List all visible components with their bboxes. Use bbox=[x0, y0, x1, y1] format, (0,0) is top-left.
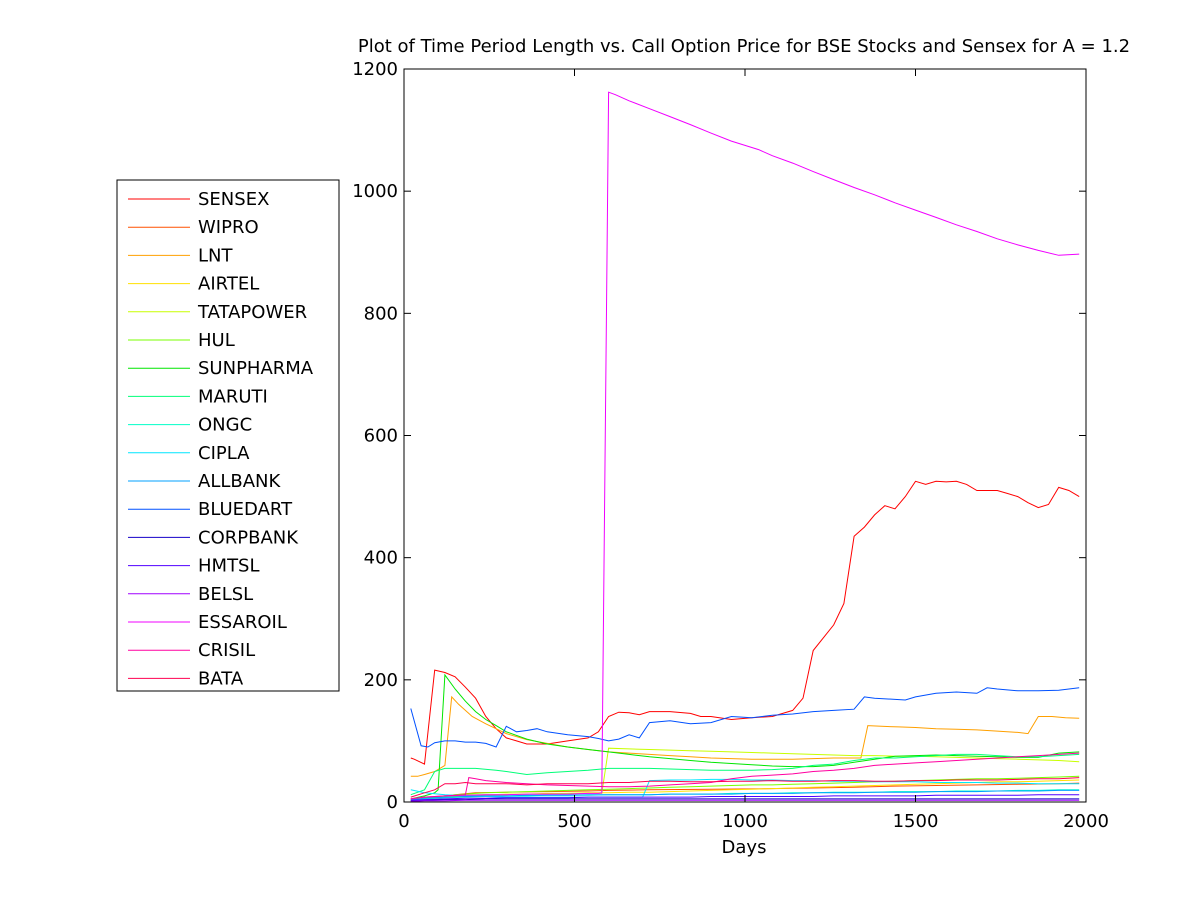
legend-label-essaroil: ESSAROIL bbox=[198, 612, 287, 633]
y-tick-label: 0 bbox=[387, 792, 398, 813]
series-line-hmtsl bbox=[410, 794, 1080, 801]
x-tick-label: 1500 bbox=[893, 811, 939, 832]
series-line-sensex bbox=[410, 480, 1080, 765]
series-line-essaroil bbox=[410, 91, 1080, 800]
series-line-corpbank bbox=[410, 798, 1080, 802]
legend-label-airtel: AIRTEL bbox=[198, 274, 259, 295]
series-line-lnt bbox=[410, 695, 1080, 777]
legend-label-allbank: ALLBANK bbox=[198, 471, 281, 492]
series-line-maruti bbox=[410, 753, 1080, 796]
y-tick-label: 800 bbox=[364, 303, 398, 324]
legend-label-belsl: BELSL bbox=[198, 584, 253, 605]
x-tick-label: 2000 bbox=[1063, 811, 1109, 832]
legend-label-sunpharma: SUNPHARMA bbox=[198, 358, 314, 379]
legend: SENSEX WIPRO LNT AIRTEL TATAPOWER HUL SUNPHARM… bbox=[116, 179, 340, 692]
legend-label-ongc: ONGC bbox=[198, 415, 252, 436]
series-line-crisil bbox=[410, 752, 1080, 800]
x-tick-label: 500 bbox=[557, 811, 591, 832]
y-tick-label: 1200 bbox=[352, 59, 398, 80]
series-line-bata bbox=[410, 777, 1080, 798]
x-tick-label: 0 bbox=[398, 811, 409, 832]
legend-label-hmtsl: HMTSL bbox=[198, 556, 260, 577]
legend-label-bata: BATA bbox=[198, 668, 244, 689]
y-tick-label: 200 bbox=[364, 670, 398, 691]
axis-layer: 0 500 1000 1500 2000 0 200 400 600 800 1000 1200 bbox=[352, 59, 1109, 832]
series-line-bluedart bbox=[410, 687, 1080, 748]
legend-box bbox=[116, 179, 340, 692]
legend-label-sensex: SENSEX bbox=[198, 189, 269, 210]
legend-label-lnt: LNT bbox=[198, 245, 233, 266]
series-line-hul bbox=[410, 775, 1080, 802]
y-tick-label: 1000 bbox=[352, 181, 398, 202]
y-tick-label: 600 bbox=[364, 426, 398, 447]
legend-label-bluedart: BLUEDART bbox=[198, 499, 293, 520]
y-tick-label: 400 bbox=[364, 548, 398, 569]
x-tick-label: 1000 bbox=[722, 811, 768, 832]
legend-label-tatapower: TATAPOWER bbox=[197, 302, 307, 323]
series-line-cipla bbox=[410, 778, 1080, 798]
x-axis-label: Days bbox=[722, 837, 767, 858]
legend-label-crisil: CRISIL bbox=[198, 640, 255, 661]
legend-label-hul: HUL bbox=[198, 330, 235, 351]
legend-label-corpbank: CORPBANK bbox=[198, 527, 299, 548]
series-line-allbank bbox=[410, 789, 1080, 801]
legend-label-cipla: CIPLA bbox=[198, 443, 250, 464]
series-line-sunpharma bbox=[410, 673, 1080, 800]
plot-frame bbox=[403, 68, 1087, 803]
legend-label-wipro: WIPRO bbox=[198, 217, 259, 238]
legend-label-maruti: MARUTI bbox=[198, 386, 268, 407]
series-line-belsl bbox=[410, 799, 1080, 802]
chart-title: Plot of Time Period Length vs. Call Opti… bbox=[358, 36, 1130, 57]
series-layer bbox=[410, 91, 1080, 802]
